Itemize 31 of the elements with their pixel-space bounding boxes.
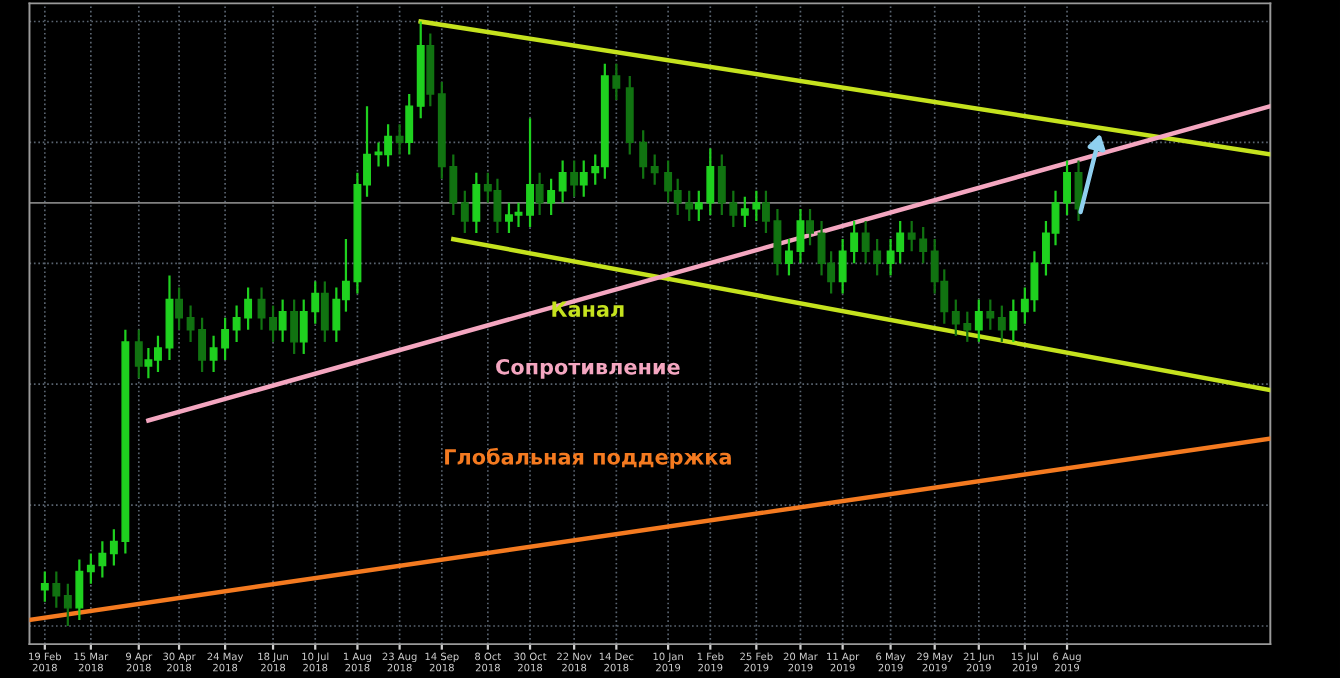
text: Канал (552, 301, 624, 317)
candlestick (320, 280, 329, 343)
candlestick (395, 123, 404, 156)
candlestick (278, 298, 287, 343)
candlestick (612, 62, 621, 102)
candlestick (75, 558, 84, 622)
candlestick (1009, 298, 1018, 343)
candlestick (986, 298, 995, 331)
candlestick (40, 570, 49, 603)
text: Глобальная поддержка (445, 447, 731, 469)
candlestick (269, 304, 278, 343)
candlestick (1063, 159, 1071, 217)
candlestick (405, 92, 414, 156)
series-label: Сопротивление (496, 358, 680, 379)
candlestick (570, 159, 579, 198)
candlestick (63, 582, 72, 628)
candlestick (558, 159, 567, 204)
candlestick (806, 207, 814, 247)
candlestick (535, 171, 544, 217)
candlestick (472, 171, 481, 235)
candlestick (175, 286, 184, 331)
candlestick (650, 153, 659, 186)
candlestick (997, 304, 1006, 343)
candlestick (639, 129, 648, 180)
candlestick (290, 298, 299, 356)
candlestick (547, 177, 556, 217)
candlestick (974, 298, 983, 343)
candlestick (460, 189, 469, 235)
candlestick (134, 328, 143, 380)
candlestick (52, 570, 61, 609)
candlestick (526, 117, 534, 229)
